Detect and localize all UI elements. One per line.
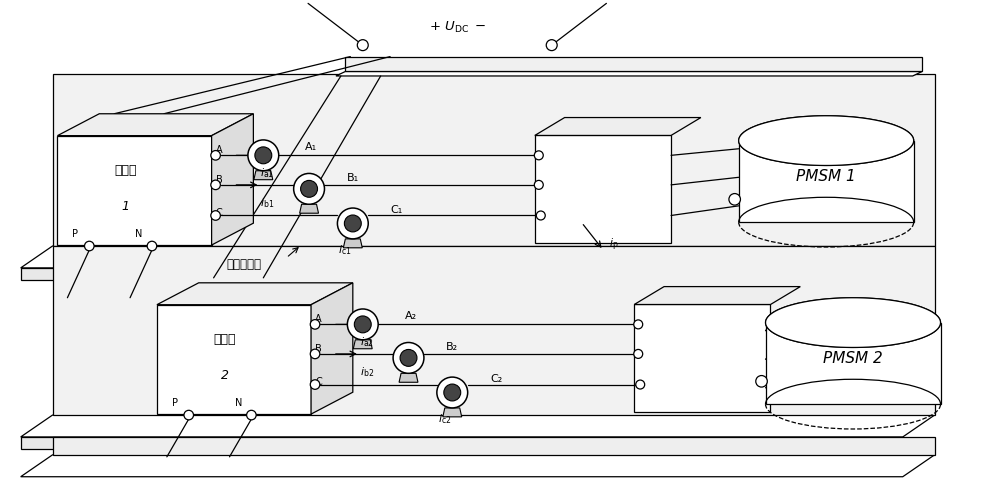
Polygon shape: [52, 246, 935, 415]
Polygon shape: [57, 136, 212, 245]
Circle shape: [729, 194, 740, 205]
Text: N: N: [135, 229, 143, 239]
Polygon shape: [535, 136, 671, 244]
Text: 2: 2: [221, 370, 229, 382]
Text: $i_{\rm a2}$: $i_{\rm a2}$: [360, 336, 374, 349]
Circle shape: [248, 140, 279, 170]
Circle shape: [211, 150, 220, 160]
Polygon shape: [157, 304, 311, 414]
Polygon shape: [300, 204, 319, 213]
Circle shape: [310, 320, 320, 329]
Polygon shape: [345, 56, 922, 72]
Polygon shape: [739, 140, 914, 222]
Circle shape: [756, 376, 767, 387]
Circle shape: [534, 151, 543, 160]
Text: A₁: A₁: [305, 142, 317, 152]
Text: $i_{\rm c2}$: $i_{\rm c2}$: [438, 412, 451, 426]
Polygon shape: [57, 114, 253, 136]
Circle shape: [546, 40, 557, 50]
Circle shape: [255, 147, 272, 164]
Text: $i_{\rm b2}$: $i_{\rm b2}$: [360, 365, 374, 378]
Circle shape: [337, 208, 368, 239]
Circle shape: [344, 215, 361, 232]
Polygon shape: [535, 118, 701, 136]
Circle shape: [211, 180, 220, 190]
Text: 逆变器: 逆变器: [213, 333, 236, 346]
Circle shape: [347, 309, 378, 340]
Circle shape: [247, 410, 256, 420]
Polygon shape: [634, 286, 800, 304]
Polygon shape: [21, 455, 935, 476]
Circle shape: [357, 40, 368, 50]
Text: P: P: [72, 229, 78, 239]
Text: $i_{\rm a1}$: $i_{\rm a1}$: [260, 166, 274, 180]
Polygon shape: [766, 322, 941, 404]
Polygon shape: [52, 437, 935, 455]
Polygon shape: [353, 340, 372, 348]
Text: B₁: B₁: [347, 173, 359, 183]
Polygon shape: [311, 283, 353, 414]
Text: 逆变器: 逆变器: [114, 164, 137, 177]
Polygon shape: [212, 114, 253, 245]
Circle shape: [444, 384, 461, 401]
Polygon shape: [21, 415, 935, 437]
Polygon shape: [343, 239, 362, 248]
Text: C: C: [315, 376, 322, 386]
Polygon shape: [634, 304, 770, 412]
Polygon shape: [399, 374, 418, 382]
Circle shape: [211, 210, 220, 220]
Text: $+\ U_{\rm DC}\ -$: $+\ U_{\rm DC}\ -$: [429, 20, 487, 35]
Circle shape: [294, 174, 324, 204]
Polygon shape: [336, 72, 922, 76]
Text: $i_{\rm b1}$: $i_{\rm b1}$: [260, 196, 274, 209]
Text: A₂: A₂: [405, 312, 417, 322]
Polygon shape: [21, 268, 903, 280]
Text: B: B: [216, 175, 222, 185]
Text: A: A: [216, 146, 222, 156]
Text: B: B: [315, 344, 322, 354]
Polygon shape: [157, 283, 353, 304]
Circle shape: [354, 316, 371, 333]
Circle shape: [310, 349, 320, 358]
Text: C₂: C₂: [490, 374, 502, 384]
Text: $i_{\rm p}$: $i_{\rm p}$: [609, 236, 619, 252]
Circle shape: [437, 377, 468, 408]
Text: B₂: B₂: [446, 342, 458, 352]
Circle shape: [310, 380, 320, 390]
Polygon shape: [21, 246, 935, 268]
Circle shape: [634, 320, 643, 329]
Circle shape: [400, 350, 417, 366]
Polygon shape: [21, 437, 903, 449]
Circle shape: [536, 211, 545, 220]
Polygon shape: [766, 298, 941, 348]
Text: C: C: [216, 208, 222, 218]
Text: $i_{\rm c1}$: $i_{\rm c1}$: [338, 244, 352, 257]
Circle shape: [147, 241, 157, 251]
Circle shape: [393, 342, 424, 374]
Circle shape: [85, 241, 94, 251]
Text: C₁: C₁: [391, 204, 403, 214]
Circle shape: [184, 410, 194, 420]
Circle shape: [534, 180, 543, 190]
Text: PMSM 1: PMSM 1: [796, 169, 856, 184]
Polygon shape: [52, 74, 935, 246]
Text: P: P: [172, 398, 178, 408]
Text: A: A: [315, 314, 322, 324]
Text: 电流传感器: 电流传感器: [226, 258, 261, 272]
Text: PMSM 2: PMSM 2: [823, 351, 883, 366]
Polygon shape: [739, 116, 914, 166]
Circle shape: [636, 380, 645, 389]
Text: 1: 1: [121, 200, 129, 213]
Circle shape: [301, 180, 318, 198]
Polygon shape: [254, 170, 273, 179]
Circle shape: [634, 350, 643, 358]
Polygon shape: [443, 408, 462, 417]
Text: N: N: [235, 398, 242, 408]
